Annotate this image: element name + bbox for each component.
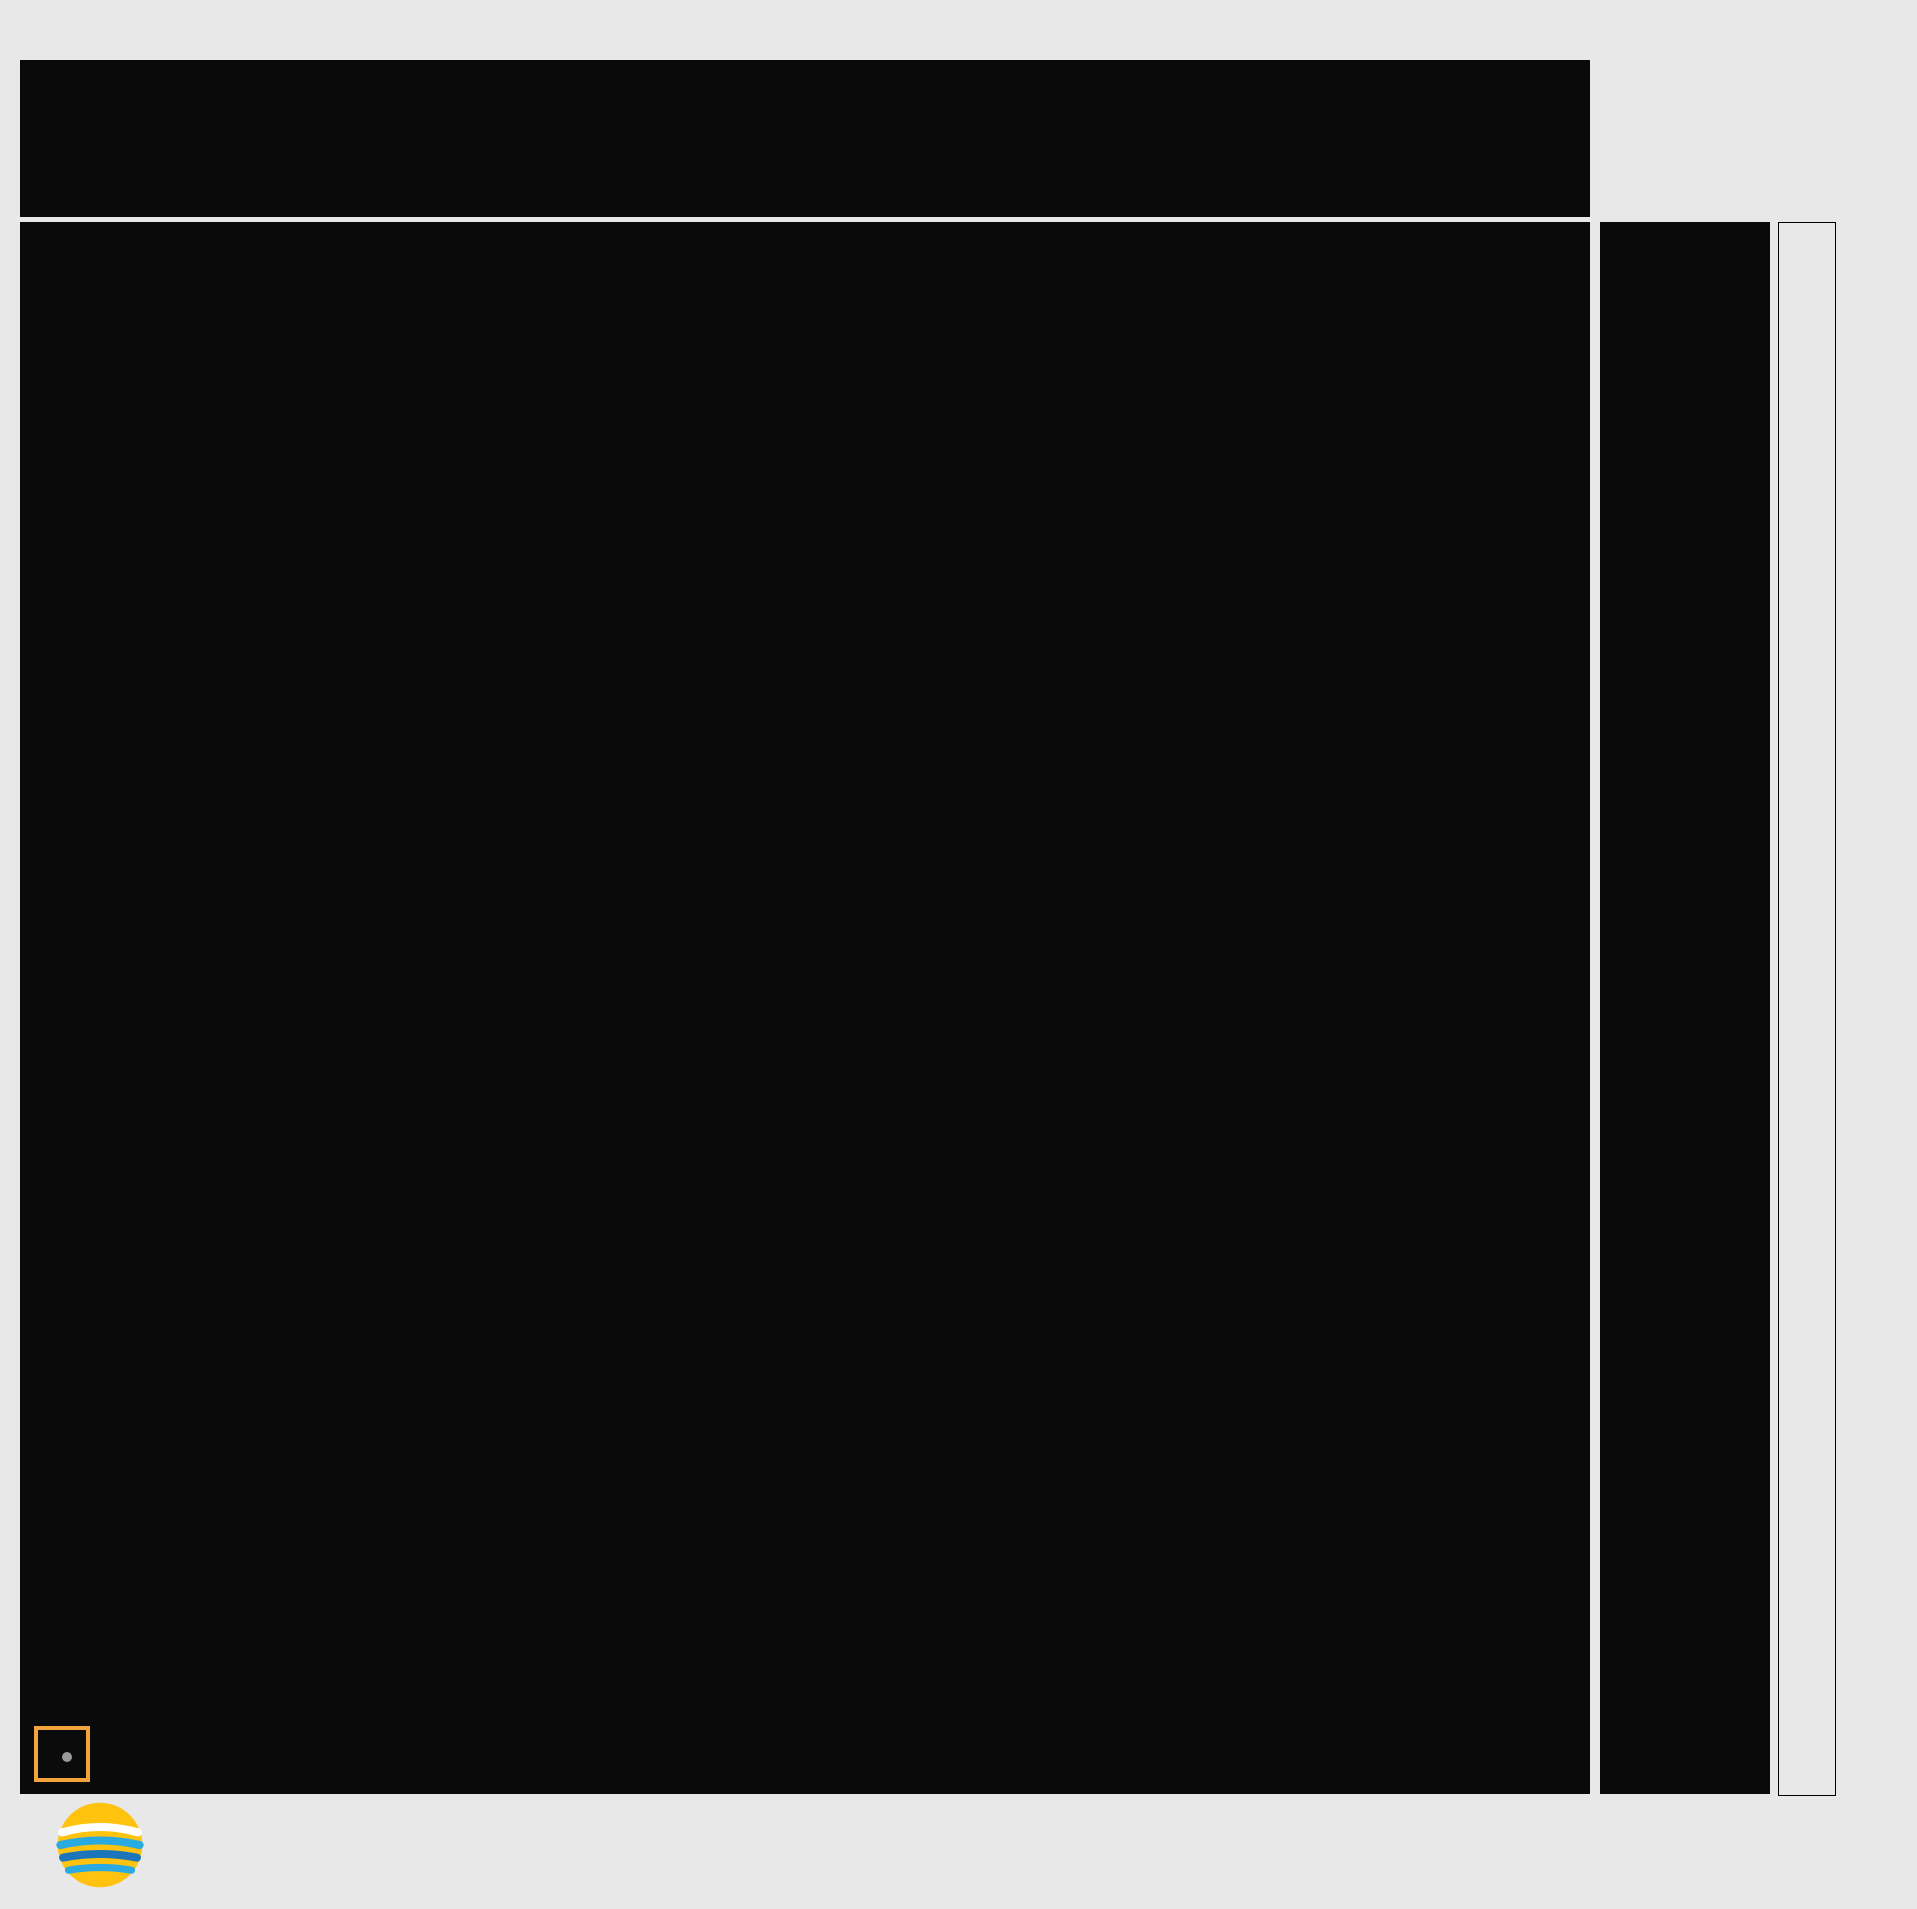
colorbar (1778, 222, 1917, 1796)
smn-logo-block (55, 1800, 165, 1890)
colorbar-gradient (1778, 222, 1836, 1796)
top-cross-section-panel (20, 60, 1590, 217)
top-cross-section-canvas (20, 60, 1590, 217)
city-dot (62, 1752, 72, 1762)
alert-line2 (52, 1737, 72, 1771)
right-cross-section-panel (1600, 222, 1770, 1794)
footer (55, 1800, 285, 1890)
right-cross-section-canvas (1600, 222, 1770, 1794)
smn-logo-icon (56, 1802, 144, 1888)
alert-box[interactable] (34, 1726, 90, 1782)
radar-map-canvas (20, 222, 1590, 1794)
radar-map-panel (20, 222, 1590, 1794)
